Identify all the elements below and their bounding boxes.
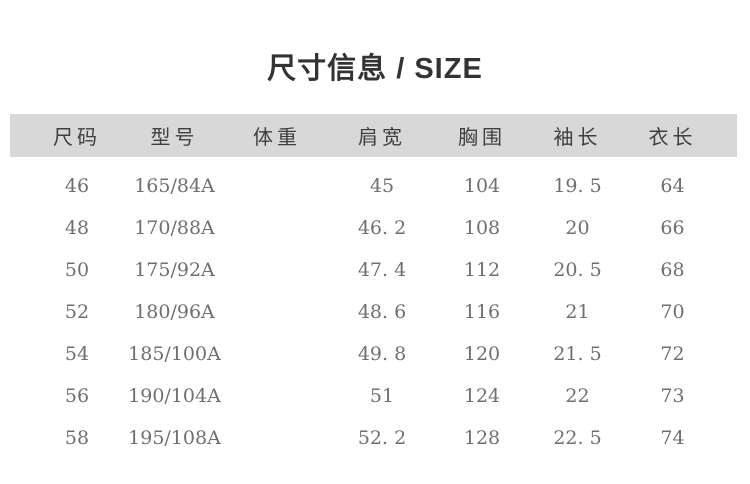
cell-weight bbox=[224, 207, 330, 249]
cell-size: 50 bbox=[64, 259, 90, 281]
table-row: 52 180/96A 48. 6 116 21 70 bbox=[10, 291, 737, 333]
cell-garment-length: 64 bbox=[660, 175, 685, 197]
cell-chest: 112 bbox=[463, 259, 501, 281]
size-table: 尺码 型号 体重 肩宽 胸围 袖长 衣长 46 165/84A 45 104 19. 5 64 48 17… bbox=[10, 114, 737, 459]
cell-size: 52 bbox=[64, 301, 90, 323]
cell-sleeve-length: 20 bbox=[565, 217, 590, 239]
cell-chest: 128 bbox=[463, 427, 501, 449]
cell-garment-length: 68 bbox=[660, 259, 685, 281]
cell-weight bbox=[224, 417, 330, 459]
cell-chest: 124 bbox=[463, 385, 501, 407]
cell-model: 190/104A bbox=[128, 385, 221, 407]
table-row: 48 170/88A 46. 2 108 20 66 bbox=[10, 207, 737, 249]
cell-sleeve-length: 21. 5 bbox=[553, 343, 602, 365]
column-header-sleeve-length: 袖长 bbox=[553, 127, 602, 149]
cell-shoulder-width: 49. 8 bbox=[357, 343, 407, 365]
cell-shoulder-width: 46. 2 bbox=[357, 217, 407, 239]
cell-sleeve-length: 19. 5 bbox=[553, 175, 602, 197]
size-table-header-row: 尺码 型号 体重 肩宽 胸围 袖长 衣长 bbox=[10, 114, 737, 157]
cell-sleeve-length: 20. 5 bbox=[553, 259, 602, 281]
cell-model: 165/84A bbox=[134, 175, 215, 197]
table-row: 54 185/100A 49. 8 120 21. 5 72 bbox=[10, 333, 737, 375]
size-table-body: 46 165/84A 45 104 19. 5 64 48 170/88A 46. 2 108 20… bbox=[10, 157, 737, 459]
cell-size: 54 bbox=[64, 343, 90, 365]
column-header-size: 尺码 bbox=[53, 127, 101, 149]
column-header-chest: 胸围 bbox=[458, 127, 506, 149]
cell-shoulder-width: 48. 6 bbox=[357, 301, 407, 323]
cell-garment-length: 73 bbox=[660, 385, 685, 407]
cell-garment-length: 66 bbox=[660, 217, 685, 239]
cell-chest: 116 bbox=[463, 301, 501, 323]
column-header-shoulder-width: 肩宽 bbox=[358, 127, 406, 149]
cell-shoulder-width: 51 bbox=[369, 385, 395, 407]
cell-size: 56 bbox=[64, 385, 90, 407]
cell-chest: 108 bbox=[463, 217, 501, 239]
cell-garment-length: 72 bbox=[660, 343, 685, 365]
column-header-model: 型号 bbox=[150, 127, 199, 149]
table-row: 56 190/104A 51 124 22 73 bbox=[10, 375, 737, 417]
table-row: 50 175/92A 47. 4 112 20. 5 68 bbox=[10, 249, 737, 291]
cell-weight bbox=[224, 165, 330, 207]
cell-model: 175/92A bbox=[134, 259, 215, 281]
cell-weight bbox=[224, 375, 330, 417]
cell-size: 46 bbox=[64, 175, 90, 197]
cell-weight bbox=[224, 291, 330, 333]
cell-sleeve-length: 22. 5 bbox=[553, 427, 602, 449]
cell-model: 185/100A bbox=[128, 343, 221, 365]
cell-weight bbox=[224, 249, 330, 291]
cell-shoulder-width: 45 bbox=[369, 175, 395, 197]
cell-chest: 104 bbox=[463, 175, 501, 197]
cell-model: 180/96A bbox=[134, 301, 215, 323]
cell-size: 48 bbox=[64, 217, 90, 239]
column-header-weight: 体重 bbox=[253, 127, 301, 149]
cell-garment-length: 74 bbox=[660, 427, 685, 449]
cell-sleeve-length: 22 bbox=[565, 385, 590, 407]
cell-chest: 120 bbox=[463, 343, 501, 365]
size-chart-title: 尺寸信息 / SIZE bbox=[267, 53, 483, 85]
cell-shoulder-width: 47. 4 bbox=[357, 259, 407, 281]
cell-garment-length: 70 bbox=[660, 301, 685, 323]
cell-shoulder-width: 52. 2 bbox=[357, 427, 407, 449]
cell-sleeve-length: 21 bbox=[565, 301, 590, 323]
cell-model: 195/108A bbox=[128, 427, 221, 449]
table-row: 58 195/108A 52. 2 128 22. 5 74 bbox=[10, 417, 737, 459]
table-row: 46 165/84A 45 104 19. 5 64 bbox=[10, 165, 737, 207]
cell-model: 170/88A bbox=[134, 217, 215, 239]
cell-weight bbox=[224, 333, 330, 375]
cell-size: 58 bbox=[64, 427, 90, 449]
column-header-garment-length: 衣长 bbox=[648, 127, 697, 149]
